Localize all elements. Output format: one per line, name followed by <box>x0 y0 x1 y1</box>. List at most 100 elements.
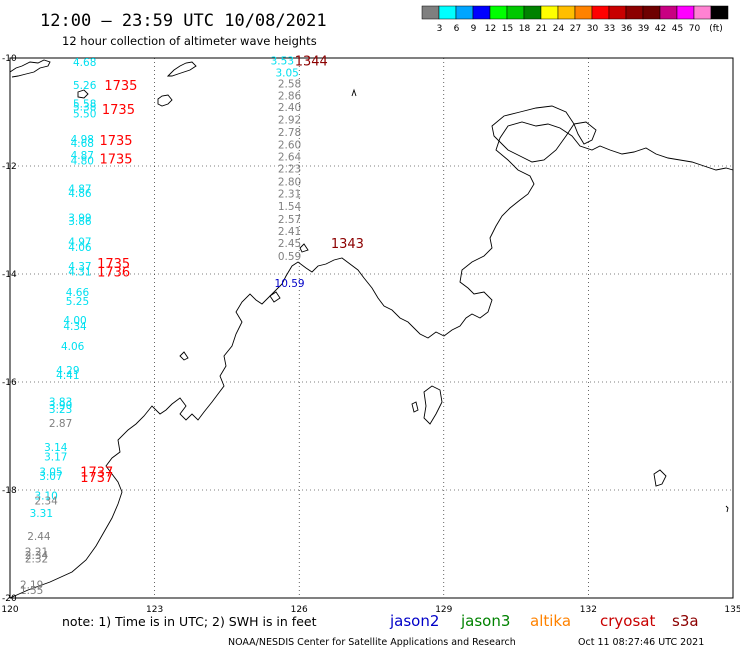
coastal-island <box>299 243 309 253</box>
wave-height-value: 4.31 <box>68 266 91 278</box>
graticule <box>9 57 734 599</box>
wave-height-value: 1.54 <box>278 201 302 213</box>
wave-height-value: 3.86 <box>68 216 92 228</box>
wave-height-value: 2.60 <box>278 139 301 151</box>
wave-height-value: 4.41 <box>56 370 79 382</box>
pass-time-label: 1735 <box>99 152 132 167</box>
color-scale-label: 9 <box>471 24 477 34</box>
wave-height-value: 4.87 <box>68 184 91 196</box>
color-scale-swatch <box>421 5 440 20</box>
wave-height-value: 2.19 <box>20 580 43 592</box>
latitude-label: -12 <box>2 162 17 172</box>
satellite-name-jason2: jason2 <box>389 612 439 630</box>
wave-height-value: 4.66 <box>66 287 90 299</box>
color-scale-swatch <box>659 5 678 20</box>
color-scale-swatch <box>455 5 474 20</box>
wave-height-value: 3.83 <box>49 396 72 408</box>
color-scale-swatch <box>506 5 525 20</box>
color-scale-swatch <box>625 5 644 20</box>
pass-time-label: 1344 <box>295 55 328 70</box>
wave-height-value: 4.87 <box>71 150 94 162</box>
wave-height-value: 10.59 <box>275 278 305 290</box>
latitude-label: -18 <box>2 486 17 496</box>
color-scale-unit: (ft) <box>709 24 723 34</box>
island-coast <box>166 61 197 77</box>
footer-note: note: 1) Time is in UTC; 2) SWH is in fe… <box>62 614 317 629</box>
color-scale-legend: 3 6 9 12 15 18 21 24 27 30 33 36 39 42 45 70 (ft) <box>421 5 729 34</box>
wave-height-value: 4.98 <box>71 134 94 146</box>
wave-height-value: 2.31 <box>278 189 301 201</box>
wave-height-value: 3.14 <box>44 442 68 454</box>
wessel-island-coast <box>573 121 597 145</box>
longitude-label: 129 <box>435 605 452 615</box>
wave-height-value: 4.68 <box>73 57 96 69</box>
wave-height-value: 2.23 <box>278 164 301 176</box>
wave-height-value: 4.29 <box>56 365 79 377</box>
map-title: 12:00 – 23:59 UTC 10/08/2021 <box>40 11 327 31</box>
wave-height-value: 3.99 <box>68 212 91 224</box>
pass-time-label: 1735 <box>99 134 132 149</box>
latitude-label: -14 <box>2 270 17 280</box>
pass-time-label: 1735 <box>102 103 135 118</box>
bonaparte-island-coast <box>351 88 357 97</box>
color-scale-swatch <box>676 5 695 20</box>
wave-height-value: 2.44 <box>27 531 51 543</box>
wave-height-value: 4.37 <box>68 261 91 273</box>
timor-island-coast <box>9 59 51 78</box>
wave-height-value: 2.41 <box>278 226 301 238</box>
satellite-legend: jason2 jason3 altika cryosat s3a <box>389 612 699 630</box>
color-scale-swatch <box>642 5 661 20</box>
wave-height-value: 0.59 <box>278 251 301 263</box>
color-scale-swatch <box>523 5 542 20</box>
wave-height-value: 4.00 <box>63 315 86 327</box>
pass-time-label: 1735 <box>97 257 130 272</box>
color-scale-swatch <box>540 5 559 20</box>
color-scale-swatch <box>472 5 491 20</box>
wave-height-value: 3.05 <box>275 68 298 80</box>
wave-height-value: 3.23 <box>49 404 72 416</box>
pass-time-label: 1343 <box>331 237 364 252</box>
color-scale-label: 33 <box>604 24 615 34</box>
wave-height-value: 2.34 <box>25 550 49 562</box>
wellesley-island-coast <box>653 469 667 487</box>
pass-time-label: 1737 <box>80 471 113 486</box>
color-scale-label: 15 <box>502 24 513 34</box>
island-coast <box>77 89 89 99</box>
coastal-island <box>179 351 189 361</box>
color-scale-swatch <box>557 5 576 20</box>
groote-eylandt-coast <box>423 385 443 425</box>
color-scale-swatch <box>608 5 627 20</box>
longitude-label: 135 <box>724 605 740 615</box>
wave-height-value: 4.86 <box>68 188 92 200</box>
color-scale-label: 3 <box>437 24 443 34</box>
wave-height-value: 2.58 <box>278 78 301 90</box>
color-scale-swatch <box>574 5 593 20</box>
wave-height-value: 2.80 <box>278 177 301 189</box>
color-scale-swatch <box>693 5 712 20</box>
pass-time-label: 1736 <box>97 265 130 280</box>
wave-height-value: 4.34 <box>63 321 87 333</box>
wave-height-value: 2.92 <box>278 115 301 127</box>
latitude-label: -10 <box>2 54 17 64</box>
coastal-island <box>269 291 281 303</box>
wave-height-value: 3.07 <box>39 471 62 483</box>
wave-height-value: 2.32 <box>25 554 48 566</box>
longitude-label: 123 <box>146 605 163 615</box>
color-scale-label: 36 <box>621 24 633 34</box>
longitude-label: 120 <box>1 605 18 615</box>
wave-height-value: 2.78 <box>278 127 301 139</box>
credit-text: NOAA/NESDIS Center for Satellite Applica… <box>228 637 516 648</box>
satellite-name-jason3: jason3 <box>460 612 510 630</box>
color-scale-label: 39 <box>638 24 650 34</box>
wave-height-value: 4.06 <box>68 242 92 254</box>
wave-height-value: 3.31 <box>30 508 53 520</box>
wave-height-value: 3.10 <box>34 490 57 502</box>
wave-height-value: 4.97 <box>68 237 91 249</box>
color-scale-label: 21 <box>536 24 547 34</box>
wave-height-value: 5.58 <box>73 98 96 110</box>
wave-height-value: 4.06 <box>61 341 85 353</box>
color-scale-label: 45 <box>672 24 683 34</box>
wave-height-value: 2.57 <box>278 214 301 226</box>
